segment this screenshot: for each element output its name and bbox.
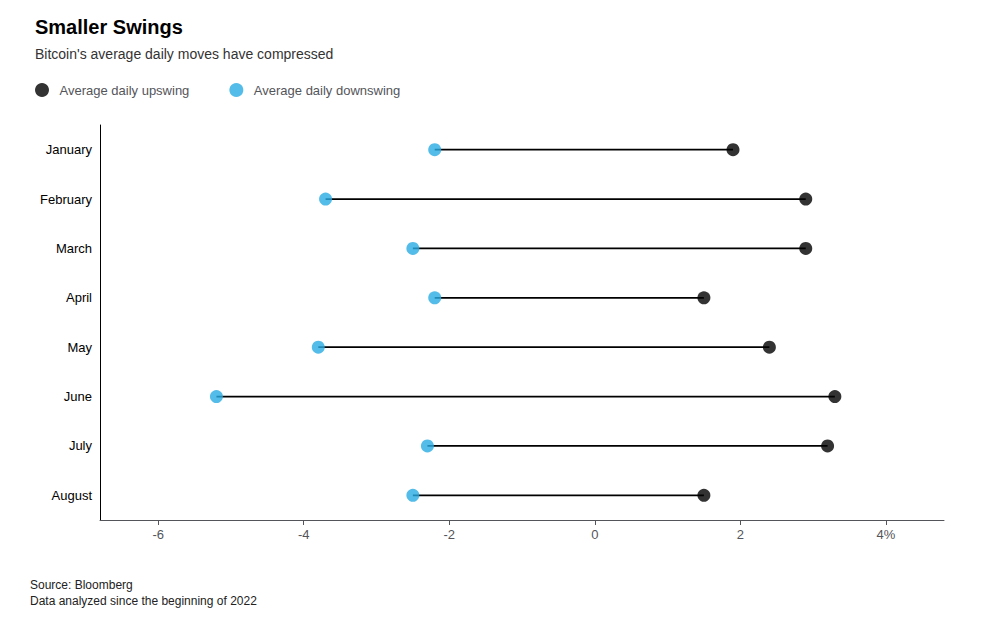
svg-text:Source: Bloomberg: Source: Bloomberg	[30, 578, 133, 592]
svg-text:May: May	[67, 340, 92, 355]
svg-text:2: 2	[737, 527, 744, 542]
svg-text:April: April	[66, 290, 92, 305]
svg-text:Average daily upswing: Average daily upswing	[60, 83, 190, 98]
svg-text:July: July	[69, 438, 93, 453]
svg-text:March: March	[56, 241, 92, 256]
svg-text:Average daily downswing: Average daily downswing	[254, 83, 400, 98]
svg-text:February: February	[40, 192, 93, 207]
svg-text:-2: -2	[443, 527, 455, 542]
svg-text:4%: 4%	[876, 527, 895, 542]
svg-text:June: June	[64, 389, 92, 404]
svg-text:Data analyzed since the beginn: Data analyzed since the beginning of 202…	[30, 594, 257, 608]
svg-text:-4: -4	[298, 527, 310, 542]
svg-text:Bitcoin's average daily moves: Bitcoin's average daily moves have compr…	[35, 46, 333, 62]
svg-text:Smaller Swings: Smaller Swings	[35, 16, 183, 38]
svg-text:January: January	[46, 142, 93, 157]
svg-text:0: 0	[591, 527, 598, 542]
svg-text:August: August	[52, 488, 93, 503]
svg-text:-6: -6	[152, 527, 164, 542]
